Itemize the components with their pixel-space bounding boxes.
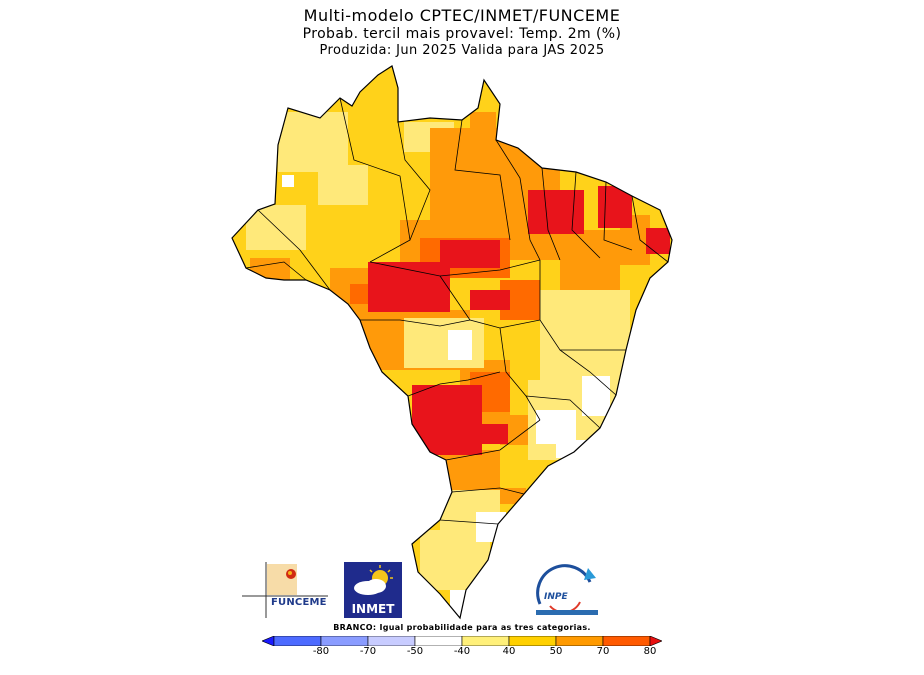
probability-cell <box>250 258 290 280</box>
colorbar-tick-label: -50 <box>406 646 424 657</box>
colorbar-tick-label: 80 <box>643 646 657 657</box>
title-line-2: Probab. tercil mais provavel: Temp. 2m (… <box>302 26 622 42</box>
colorbar-segment <box>367 636 416 646</box>
probability-field <box>232 66 672 618</box>
colorbar-segment <box>273 636 322 646</box>
inpe-label: INPE <box>544 592 568 602</box>
probability-cell <box>582 376 610 416</box>
brazil-probability-map <box>231 65 673 619</box>
probability-cell <box>430 128 520 238</box>
probability-cell <box>440 240 500 268</box>
legend-note: BRANCO: Igual probabilidade para as tres… <box>333 623 591 632</box>
inpe-logo: INPE <box>532 562 602 620</box>
colorbar-tick-label: 40 <box>502 646 516 657</box>
title-line-3: Produzida: Jun 2025 Valida para JAS 2025 <box>319 43 605 58</box>
funceme-logo: FUNCEME <box>238 560 328 620</box>
colorbar-segment <box>461 636 510 646</box>
funceme-label: FUNCEME <box>271 597 327 608</box>
colorbar-segment <box>649 636 662 646</box>
colorbar-tick-label: 50 <box>549 646 563 657</box>
probability-cell <box>540 290 630 390</box>
probability-cell <box>368 262 450 312</box>
color-scale-bar <box>262 636 662 646</box>
colorbar-tick-label: 70 <box>596 646 610 657</box>
probability-cell <box>646 228 670 254</box>
probability-cell <box>528 190 584 234</box>
colorbar-segment <box>555 636 604 646</box>
inmet-label: INMET <box>351 602 395 616</box>
colorbar-segment <box>508 636 557 646</box>
colorbar-segment <box>262 636 275 646</box>
map-title-block: Multi-modelo CPTEC/INMET/FUNCEME Probab.… <box>0 6 924 59</box>
probability-cell <box>412 385 482 455</box>
sun-cloud-icon <box>354 565 393 595</box>
title-line-1: Multi-modelo CPTEC/INMET/FUNCEME <box>303 6 621 25</box>
colorbar-tick-label: -70 <box>359 646 377 657</box>
colorbar-segment <box>320 636 369 646</box>
inpe-emblem-icon <box>536 564 598 615</box>
colorbar-segment <box>602 636 651 646</box>
probability-cell <box>282 175 294 187</box>
probability-cell <box>476 512 506 542</box>
probability-cell <box>278 112 348 172</box>
funceme-emblem-icon <box>242 562 328 618</box>
probability-cell <box>470 290 510 310</box>
state-borders <box>245 97 669 525</box>
probability-cell <box>448 330 472 360</box>
inmet-logo: INMET <box>344 562 402 618</box>
probability-cell <box>318 165 368 205</box>
colorbar-segment <box>414 636 463 646</box>
colorbar-tick-label: -40 <box>453 646 471 657</box>
probability-cell <box>598 186 632 228</box>
probability-cell <box>482 424 508 444</box>
probability-cell <box>470 112 496 140</box>
probability-cell <box>556 440 586 458</box>
probability-cell <box>536 410 576 444</box>
probability-cell <box>560 230 620 290</box>
colorbar-tick-label: -80 <box>312 646 330 657</box>
